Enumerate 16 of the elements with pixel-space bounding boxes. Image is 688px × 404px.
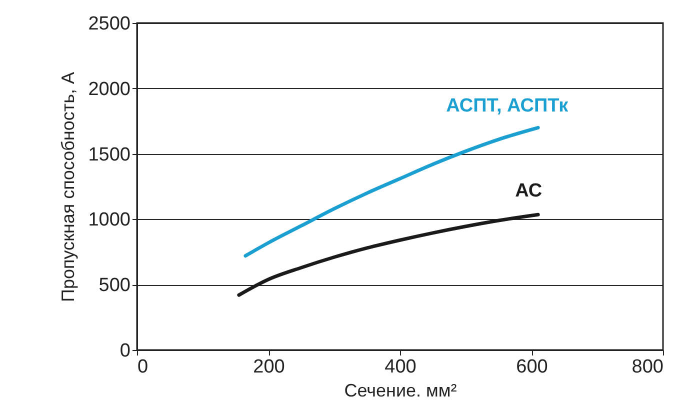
x-axis-title: Сечение. мм²: [344, 380, 457, 400]
x-tick-label: 800: [632, 356, 664, 378]
y-axis-title: Пропускная способность, А: [58, 72, 78, 302]
y-tick-label: 0: [120, 340, 130, 362]
y-tick-label: 1500: [88, 144, 130, 166]
series-label: АС: [515, 180, 542, 202]
y-tick-label: 2500: [88, 14, 130, 34]
y-tick-label: 1000: [88, 210, 130, 231]
x-tick-label: 400: [384, 356, 416, 378]
x-tick-label: 200: [253, 356, 285, 378]
y-tick-label: 2000: [88, 78, 130, 100]
series-label: АСПТ, АСПТк: [446, 96, 569, 117]
x-tick-label: 600: [516, 356, 548, 378]
y-tick-label: 500: [98, 275, 130, 296]
line-series: [244, 126, 540, 258]
x-tick-label: 0: [138, 356, 148, 378]
